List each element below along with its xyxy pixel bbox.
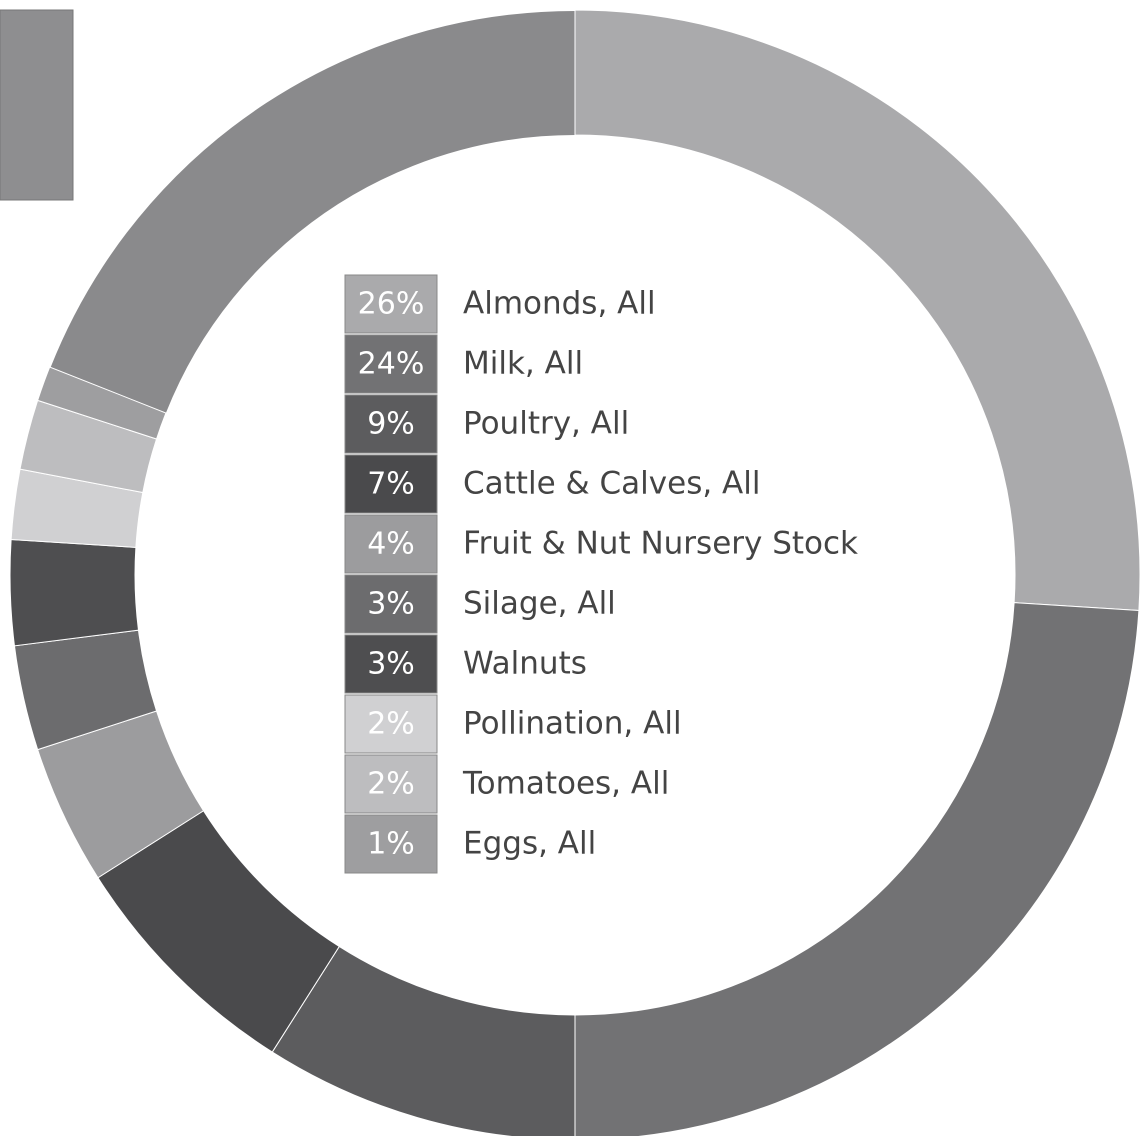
legend-value: 3% (367, 647, 415, 682)
legend-value: 4% (367, 527, 415, 562)
legend-swatch (344, 634, 438, 694)
legend-value: 26% (358, 287, 425, 322)
legend-label: Tomatoes, All (462, 766, 669, 802)
legend-swatch (344, 574, 438, 634)
legend-value: 7% (367, 467, 415, 502)
legend-label: Eggs, All (463, 826, 596, 862)
legend-swatch (344, 694, 438, 754)
legend-label: Fruit & Nut Nursery Stock (463, 526, 858, 562)
donut-segment (574, 602, 1140, 1136)
corner-block (0, 9, 74, 201)
legend-value: 2% (367, 767, 415, 802)
legend-swatch (344, 334, 438, 394)
legend-label: Silage, All (463, 586, 616, 622)
legend-label: Almonds, All (463, 286, 656, 322)
legend-value: 1% (367, 827, 415, 862)
legend-swatch (344, 274, 438, 334)
legend-swatch (344, 454, 438, 514)
legend-swatch (344, 394, 438, 454)
donut-segment (9, 538, 140, 647)
legend-label: Walnuts (463, 646, 587, 682)
legend-label: Milk, All (463, 346, 583, 382)
legend-swatch (344, 814, 438, 874)
legend-label: Cattle & Calves, All (463, 466, 760, 502)
legend-label: Pollination, All (463, 706, 682, 742)
legend-label: Poultry, All (463, 406, 629, 442)
donut-segment (37, 366, 167, 440)
legend-value: 9% (367, 407, 415, 442)
legend-value: 2% (367, 707, 415, 742)
legend-swatch (344, 754, 438, 814)
donut-segment (574, 9, 1141, 612)
legend-value: 24% (358, 347, 425, 382)
legend-swatch (344, 514, 438, 574)
legend-value: 3% (367, 587, 415, 622)
